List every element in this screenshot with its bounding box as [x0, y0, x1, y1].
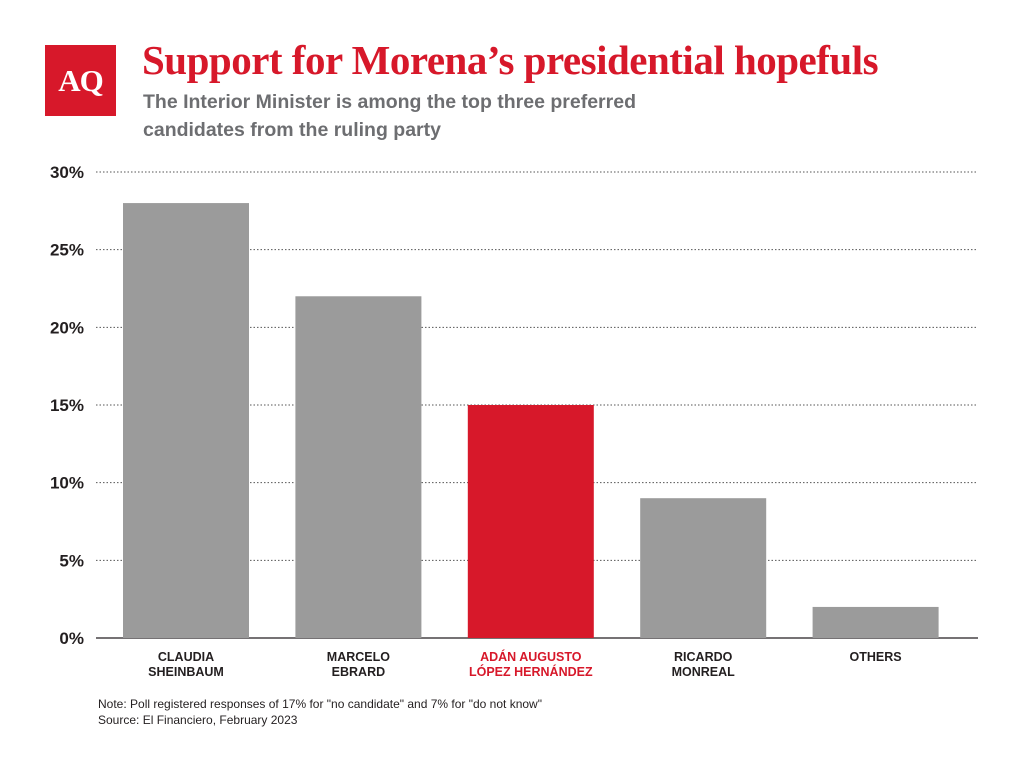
x-tick-label: RICARDO	[674, 650, 733, 664]
chart-footnote: Note: Poll registered responses of 17% f…	[98, 696, 542, 728]
y-tick-label: 0%	[59, 629, 84, 648]
x-tick-label: ADÁN AUGUSTO	[480, 649, 582, 664]
bar	[640, 498, 767, 638]
y-tick-label: 30%	[50, 163, 84, 182]
bar	[123, 203, 249, 639]
y-tick-label: 25%	[50, 241, 84, 260]
y-tick-label: 10%	[50, 474, 84, 493]
x-tick-label: SHEINBAUM	[148, 665, 224, 679]
y-tick-label: 5%	[59, 551, 84, 570]
bar	[295, 296, 422, 638]
chart-title: Support for Morena’s presidential hopefu…	[142, 37, 879, 83]
bar	[467, 405, 594, 638]
x-tick-label: OTHERS	[850, 650, 902, 664]
bar	[812, 606, 939, 638]
y-tick-label: 20%	[50, 318, 84, 337]
x-tick-label: LÓPEZ HERNÁNDEZ	[469, 664, 593, 679]
y-tick-label: 15%	[50, 396, 84, 415]
chart-subtitle: The Interior Minister is among the top t…	[143, 91, 636, 141]
x-tick-label: CLAUDIA	[158, 650, 214, 664]
x-tick-label: MONREAL	[672, 665, 736, 679]
x-tick-label: EBRARD	[332, 665, 385, 679]
aq-logo: AQ	[45, 45, 116, 116]
x-tick-label: MARCELO	[327, 650, 390, 664]
source-line: Source: El Financiero, February 2023	[98, 713, 298, 727]
note-line: Note: Poll registered responses of 17% f…	[98, 697, 542, 711]
